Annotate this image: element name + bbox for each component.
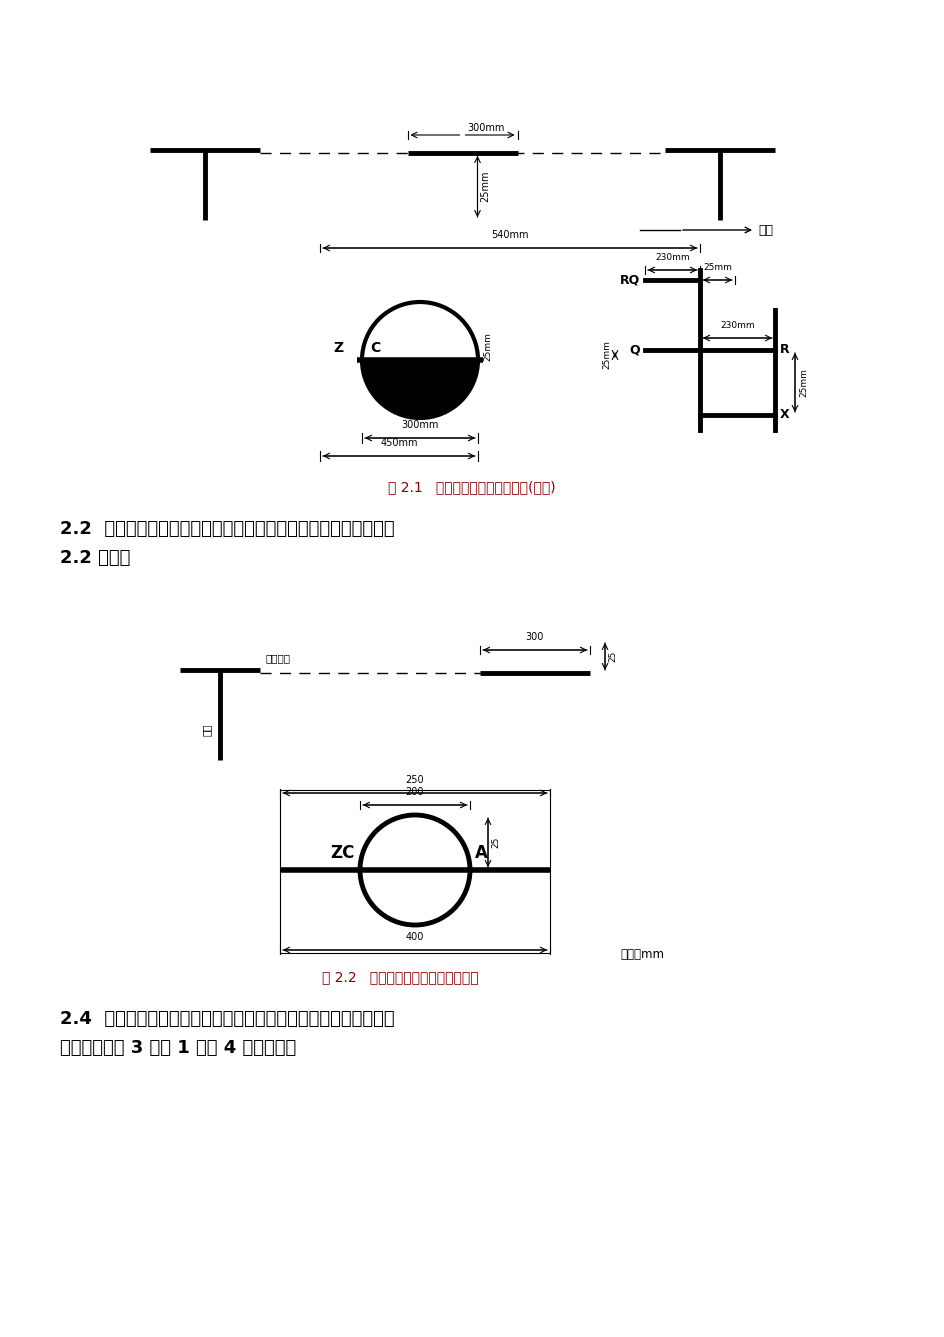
Text: 图 2.2   内河船舶甲板线和载重线标志: 图 2.2 内河船舶甲板线和载重线标志: [321, 971, 478, 984]
Text: 25mm: 25mm: [482, 333, 492, 361]
Text: 450mm: 450mm: [379, 439, 417, 448]
Text: 25: 25: [491, 837, 499, 848]
Text: 540mm: 540mm: [491, 230, 529, 241]
Text: R: R: [779, 344, 789, 357]
Text: 2.4  海船载重线标志及其勘划位置应按照《国内航行海船法定检验
技术规则》第 3 篇第 1 章第 4 条的规定。: 2.4 海船载重线标志及其勘划位置应按照《国内航行海船法定检验 技术规则》第 3…: [59, 1009, 395, 1058]
Text: 230mm: 230mm: [719, 321, 754, 330]
Text: 单位：mm: 单位：mm: [619, 948, 664, 961]
Text: 25: 25: [607, 651, 616, 662]
Text: 干舷: 干舷: [202, 723, 211, 737]
Text: 230mm: 230mm: [654, 253, 689, 262]
Text: 300: 300: [525, 632, 544, 642]
Text: 2.2  内河船舶载重线标志、线段以及甲板线的式样及尺寸规定如图
2.2 所示。: 2.2 内河船舶载重线标志、线段以及甲板线的式样及尺寸规定如图 2.2 所示。: [59, 520, 395, 567]
Text: 船首: 船首: [757, 223, 772, 237]
Text: C: C: [370, 341, 379, 356]
Text: 25mm: 25mm: [601, 341, 611, 369]
Text: Z: Z: [333, 341, 344, 356]
Text: 250: 250: [405, 775, 424, 785]
Text: 300mm: 300mm: [401, 420, 438, 431]
Text: 25mm: 25mm: [480, 171, 490, 202]
Text: A: A: [475, 844, 487, 862]
Text: 300mm: 300mm: [467, 123, 504, 132]
Text: 25mm: 25mm: [799, 368, 807, 397]
Text: RQ: RQ: [619, 274, 639, 286]
Text: Q: Q: [629, 344, 639, 357]
Text: 干舷甲板: 干舷甲板: [264, 652, 290, 663]
Text: X: X: [779, 409, 789, 421]
Text: ZC: ZC: [330, 844, 355, 862]
Text: 图 2.1   海船甲板线和载重线标志(右舷): 图 2.1 海船甲板线和载重线标志(右舷): [388, 480, 555, 493]
Text: 200: 200: [405, 787, 424, 797]
Text: 400: 400: [405, 932, 424, 943]
Text: 25mm: 25mm: [703, 263, 732, 271]
